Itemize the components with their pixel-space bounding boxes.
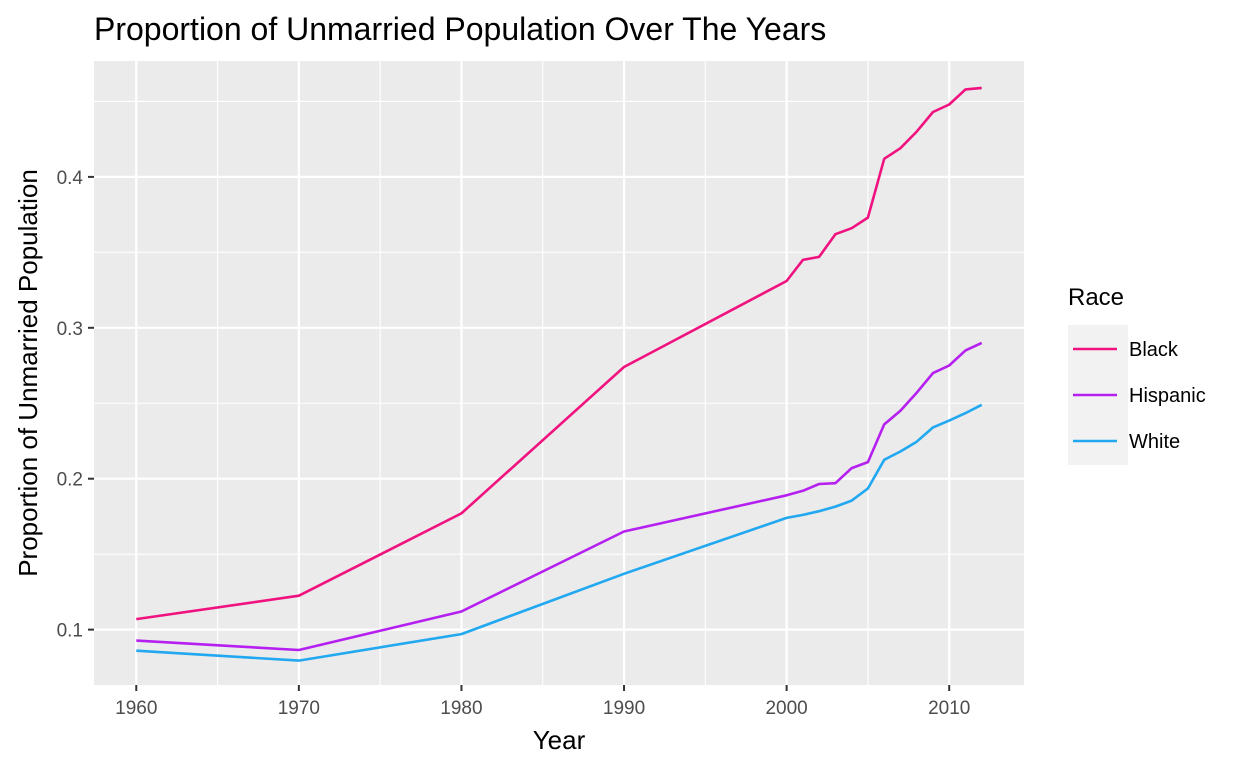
x-axis-title: Year xyxy=(533,725,586,755)
legend-title: Race xyxy=(1068,284,1124,311)
series-line-black xyxy=(136,86,982,621)
grid xyxy=(94,61,1024,685)
legend-label-white: White xyxy=(1129,431,1180,453)
x-tick-label: 1990 xyxy=(603,698,645,719)
legend-items: Black Hispanic White xyxy=(1073,339,1206,453)
y-tick-label: 0.2 xyxy=(57,470,83,491)
x-tick-label: 1970 xyxy=(278,698,320,719)
y-tick-label: 0.3 xyxy=(57,319,83,340)
x-tick-label: 2010 xyxy=(928,698,970,719)
plot-panel xyxy=(94,61,1024,685)
legend: Race Black Hispanic White xyxy=(1068,284,1206,465)
chart-title: Proportion of Unmarried Population Over … xyxy=(94,11,826,47)
y-axis-title: Proportion of Unmarried Population xyxy=(13,169,43,577)
series-lines xyxy=(136,86,983,662)
legend-label-hispanic: Hispanic xyxy=(1129,385,1206,407)
y-tick-label: 0.1 xyxy=(57,621,83,642)
axis-ticks: 1960 1970 1980 1990 2000 2010 0.1 0.2 0.3 0.4 xyxy=(57,168,971,719)
series-line-white xyxy=(136,403,983,662)
x-tick-label: 1980 xyxy=(440,698,482,719)
x-tick-label: 2000 xyxy=(765,698,807,719)
x-tick-label: 1960 xyxy=(115,698,157,719)
legend-label-black: Black xyxy=(1129,339,1179,361)
series-line-hispanic xyxy=(136,341,983,652)
y-tick-label: 0.4 xyxy=(57,168,84,189)
